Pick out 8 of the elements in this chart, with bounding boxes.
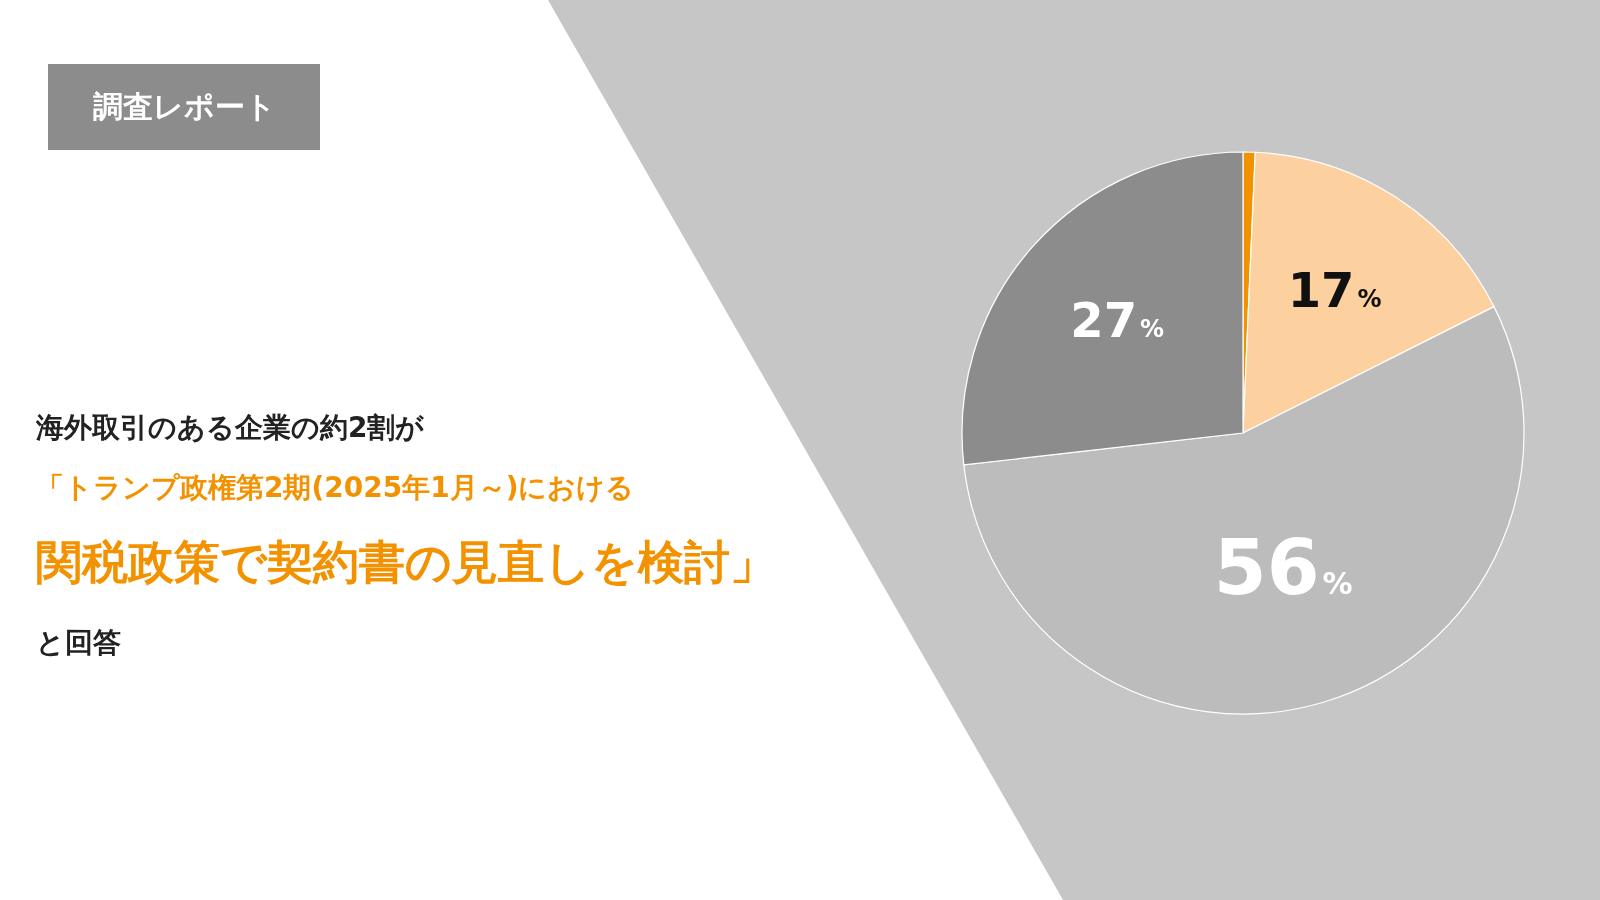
data-label: 17%: [1287, 262, 1382, 319]
data-label: 27%: [1070, 291, 1165, 348]
data-label: 56%: [1213, 522, 1353, 612]
text: 調査レポート: [92, 89, 276, 124]
text: 「トランプ政権第2期(2025年1月～)における: [36, 471, 635, 504]
text: 関税政策で契約書の見直しを検討」: [36, 535, 776, 589]
text: 海外取引のある企業の約2割が: [35, 411, 426, 444]
text: と回答: [36, 626, 121, 659]
